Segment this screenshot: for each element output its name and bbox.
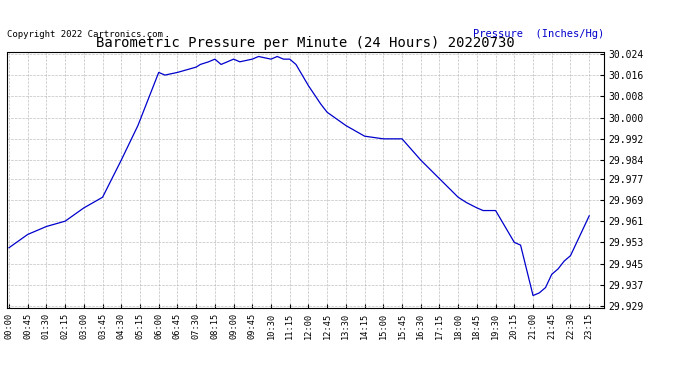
Text: Pressure  (Inches/Hg): Pressure (Inches/Hg) xyxy=(473,29,604,39)
Title: Barometric Pressure per Minute (24 Hours) 20220730: Barometric Pressure per Minute (24 Hours… xyxy=(96,36,515,50)
Text: Copyright 2022 Cartronics.com: Copyright 2022 Cartronics.com xyxy=(7,30,163,39)
